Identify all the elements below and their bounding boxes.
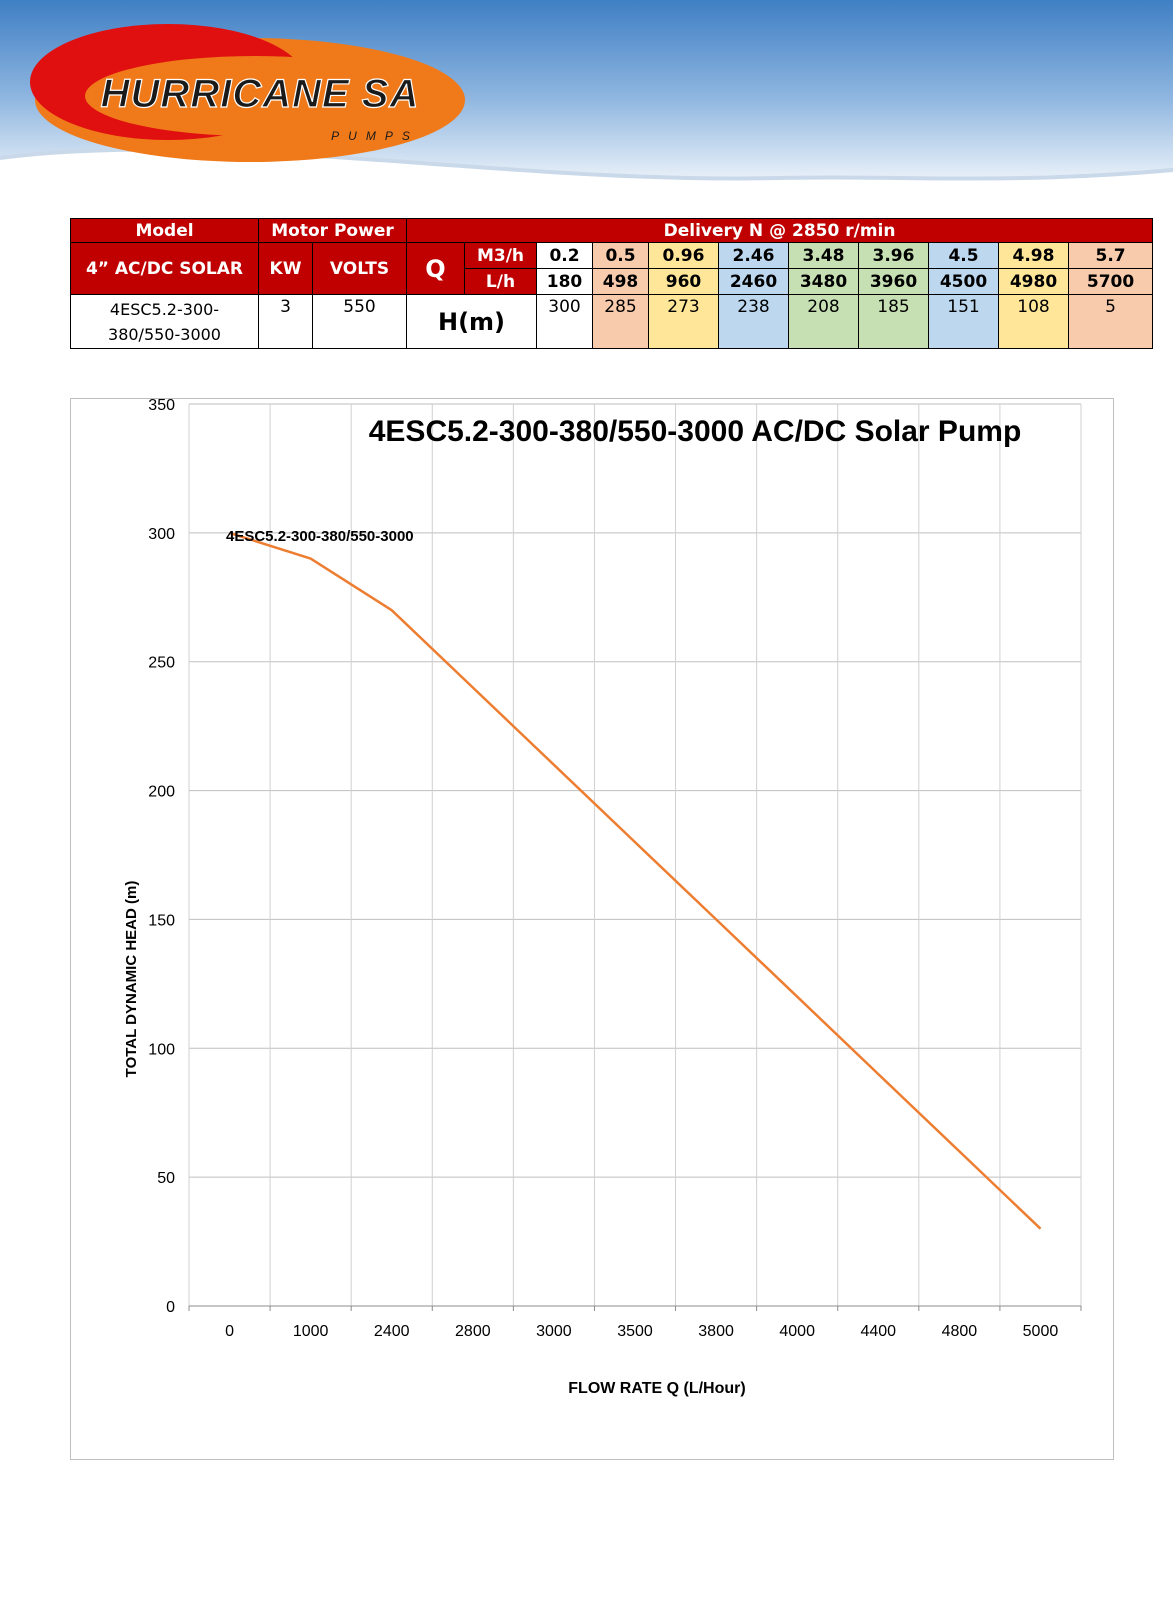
kw-header: KW bbox=[258, 242, 313, 295]
head-cell: 5 bbox=[1067, 294, 1154, 349]
lh-cell: 3960 bbox=[858, 268, 929, 295]
model-name-line1: 4ESC5.2-300- bbox=[109, 299, 220, 319]
y-tick-label: 50 bbox=[157, 1170, 175, 1187]
x-tick-label: 4800 bbox=[942, 1323, 978, 1340]
head-cell: 273 bbox=[648, 294, 719, 349]
lh-cell: 960 bbox=[648, 268, 719, 295]
lh-cell: 498 bbox=[592, 268, 649, 295]
x-tick-label: 3500 bbox=[617, 1323, 653, 1340]
m3h-label: M3/h bbox=[464, 242, 537, 269]
chart-title: 4ESC5.2-300-380/550-3000 AC/DC Solar Pum… bbox=[369, 415, 1022, 448]
series-data-label: 4ESC5.2-300-380/550-3000 bbox=[226, 528, 414, 545]
y-tick-label: 350 bbox=[148, 399, 175, 414]
head-cell: 208 bbox=[788, 294, 859, 349]
lh-cell: 3480 bbox=[788, 268, 859, 295]
x-tick-label: 2800 bbox=[455, 1323, 491, 1340]
lh-cell: 180 bbox=[536, 268, 593, 295]
m3h-cell: 4.5 bbox=[928, 242, 999, 269]
x-tick-label: 1000 bbox=[293, 1323, 329, 1340]
model-header: Model bbox=[70, 218, 259, 243]
series-label: 4” AC/DC SOLAR bbox=[70, 242, 259, 295]
head-cell: 151 bbox=[928, 294, 999, 349]
chart-frame: 0 50 100 150 200 250 300 350 0 1000 2400 2800 3000 35… bbox=[70, 398, 1114, 1460]
series-line bbox=[229, 531, 1042, 1230]
header-banner: HURRICANE SA PUMPS bbox=[0, 0, 1173, 181]
lh-cell: 2460 bbox=[718, 268, 789, 295]
x-tick-label: 4400 bbox=[860, 1323, 896, 1340]
volts-header: VOLTS bbox=[312, 242, 407, 295]
head-cell: 185 bbox=[858, 294, 929, 349]
lh-label: L/h bbox=[464, 268, 537, 295]
x-tick-label: 3800 bbox=[698, 1323, 734, 1340]
y-tick-label: 100 bbox=[148, 1041, 175, 1058]
head-cell: 285 bbox=[592, 294, 649, 349]
y-tick-label: 200 bbox=[148, 784, 175, 801]
series-layer bbox=[229, 531, 1042, 1230]
m3h-cell: 0.2 bbox=[536, 242, 593, 269]
x-tick-label: 2400 bbox=[374, 1323, 410, 1340]
x-axis-label: FLOW RATE Q (L/Hour) bbox=[568, 1380, 745, 1397]
head-cell: 300 bbox=[536, 294, 593, 349]
m3h-cell: 3.96 bbox=[858, 242, 929, 269]
kw-value: 3 bbox=[258, 294, 313, 349]
x-tick-label: 4000 bbox=[779, 1323, 815, 1340]
m3h-cell: 0.96 bbox=[648, 242, 719, 269]
q-label: Q bbox=[406, 242, 465, 295]
m3h-cell: 5.7 bbox=[1067, 242, 1154, 269]
m3h-cell: 4.98 bbox=[998, 242, 1069, 269]
y-axis-label: TOTAL DYNAMIC HEAD (m) bbox=[123, 881, 140, 1078]
x-tick-label: 0 bbox=[225, 1323, 234, 1340]
m3h-cell: 2.46 bbox=[718, 242, 789, 269]
hm-label: H(m) bbox=[406, 294, 537, 349]
m3h-cell: 0.5 bbox=[592, 242, 649, 269]
y-tick-label: 250 bbox=[148, 655, 175, 672]
delivery-header: Delivery N @ 2850 r/min bbox=[405, 218, 1154, 243]
y-tick-label: 150 bbox=[148, 912, 175, 929]
y-tick-label: 0 bbox=[166, 1299, 175, 1316]
x-tick-label: 5000 bbox=[1023, 1323, 1059, 1340]
y-tick-label: 300 bbox=[148, 526, 175, 543]
brand-logo-text: HURRICANE SA bbox=[101, 72, 420, 116]
model-name-line2: 380/550-3000 bbox=[108, 324, 221, 344]
x-tick-label: 3000 bbox=[536, 1323, 572, 1340]
model-name-cell: 4ESC5.2-300- 380/550-3000 bbox=[70, 294, 259, 349]
head-cell: 238 bbox=[718, 294, 789, 349]
hurricane-logo: HURRICANE SA PUMPS bbox=[30, 24, 465, 162]
grid-layer bbox=[188, 403, 1082, 1306]
head-cell: 108 bbox=[998, 294, 1069, 349]
spec-table: Model Motor Power Delivery N @ 2850 r/mi… bbox=[70, 218, 1154, 349]
m3h-cell: 3.48 bbox=[788, 242, 859, 269]
motor-power-header: Motor Power bbox=[258, 218, 407, 243]
lh-cell: 4980 bbox=[998, 268, 1069, 295]
lh-cell: 4500 bbox=[928, 268, 999, 295]
lh-cell: 5700 bbox=[1067, 268, 1154, 295]
volts-value: 550 bbox=[312, 294, 407, 349]
brand-tagline-text: PUMPS bbox=[331, 129, 419, 143]
